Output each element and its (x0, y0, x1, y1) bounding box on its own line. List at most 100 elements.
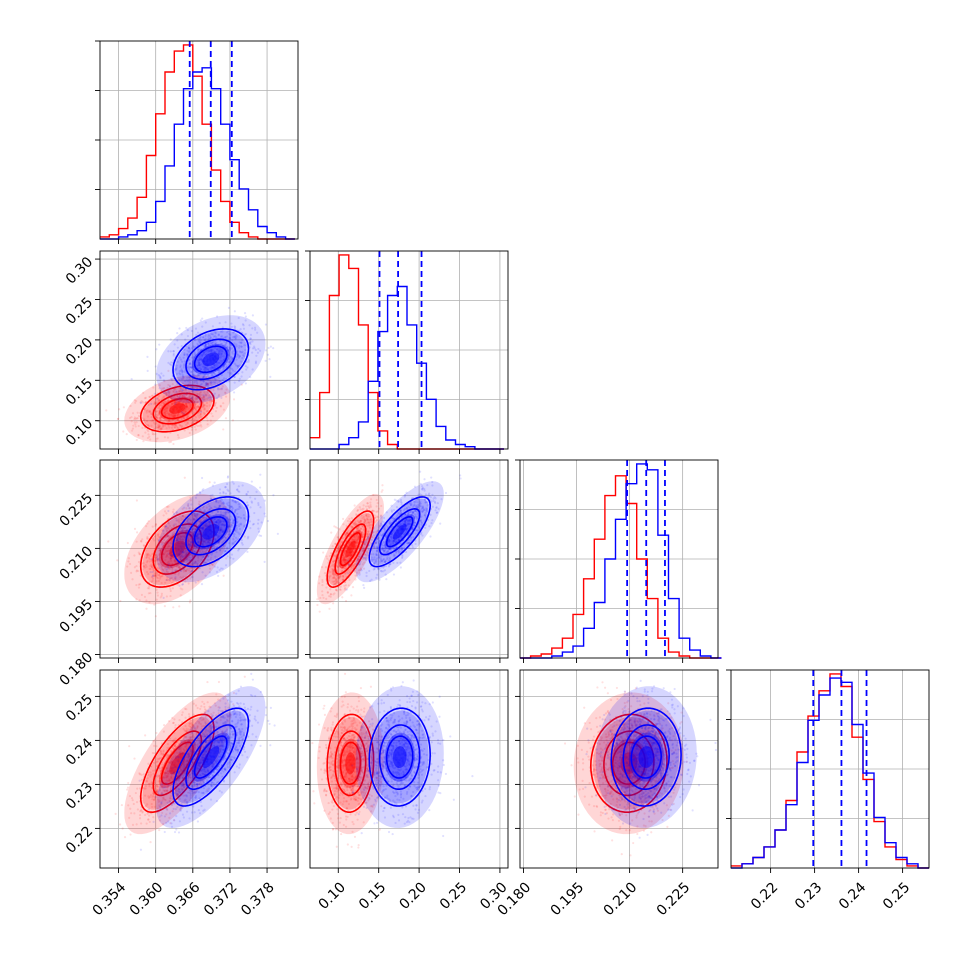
posterior_b-sample-point (188, 369, 191, 372)
posterior_a-sample-point (155, 414, 158, 417)
posterior_a-sample-point (168, 384, 171, 387)
posterior_a-sample-point (126, 565, 129, 568)
posterior_b-sample-point (210, 366, 214, 369)
posterior_a-sample-point (151, 394, 154, 397)
posterior_a-sample-point (166, 412, 169, 415)
posterior_a-sample-point (167, 403, 170, 407)
posterior_a-sample-point (154, 572, 157, 575)
posterior_a-sample-point (168, 415, 171, 418)
posterior_a-sample-point (189, 405, 192, 408)
posterior_b-sample-point (228, 348, 232, 351)
posterior_a-sample-point (154, 433, 157, 436)
posterior_b-sample-point (214, 378, 217, 382)
posterior_b-sample-point (217, 348, 220, 351)
posterior_b-sample-point (236, 352, 239, 355)
posterior_a-sample-point (133, 399, 136, 402)
posterior_a-sample-point (153, 400, 156, 404)
posterior_a-sample-point (199, 391, 202, 394)
posterior_a-sample-point (165, 535, 168, 538)
posterior_a-sample-point (152, 574, 155, 577)
posterior_a-sample-point (170, 404, 173, 407)
posterior_b-contour (193, 345, 228, 374)
posterior_b-sample-point (212, 335, 215, 338)
posterior_b-sample-point (226, 345, 229, 348)
posterior_a-sample-point (130, 429, 134, 432)
posterior_b-sample-point (173, 369, 176, 372)
posterior_b-sample-point (221, 368, 224, 371)
posterior_b-sample-point (210, 381, 213, 384)
posterior_b-sample-point (209, 349, 212, 352)
posterior_a-sample-point (181, 527, 184, 530)
posterior_a-sample-point (182, 411, 185, 414)
posterior_b-sample-point (195, 381, 198, 384)
posterior_a-sample-point (175, 565, 178, 568)
posterior_b-sample-point (196, 331, 200, 334)
posterior_a-sample-point (196, 424, 199, 428)
posterior_b-sample-point (190, 370, 193, 374)
posterior_a-sample-point (185, 552, 189, 555)
posterior_b-sample-point (181, 370, 184, 373)
posterior_a-sample-point (143, 566, 146, 569)
posterior_a-sample-point (189, 385, 192, 389)
posterior_b-sample-point (253, 347, 256, 350)
posterior_a-sample-point (189, 403, 193, 407)
posterior_b-sample-point (251, 351, 254, 354)
posterior_b-sample-point (191, 373, 194, 376)
posterior_a-sample-point (130, 571, 133, 574)
posterior_a-sample-point (189, 531, 192, 534)
posterior_a-sample-point (195, 398, 198, 401)
posterior_a-density-fill (169, 403, 186, 414)
posterior_b-sample-point (241, 323, 245, 326)
posterior_b-sample-point (214, 335, 217, 338)
posterior_b-sample-point (170, 363, 173, 367)
posterior_a-sample-point (183, 429, 186, 432)
posterior_a-sample-point (207, 382, 210, 385)
posterior_b-sample-point (257, 347, 260, 351)
posterior_a-sample-point (183, 389, 186, 392)
posterior_a-sample-point (198, 508, 201, 511)
posterior_b-sample-point (197, 374, 200, 377)
posterior_b-sample-point (207, 396, 210, 399)
posterior_b-sample-point (197, 373, 200, 376)
posterior_a-sample-point (105, 409, 108, 412)
posterior_b-sample-point (228, 372, 231, 375)
posterior_b-sample-point (205, 372, 208, 375)
posterior_b-sample-point (175, 401, 178, 404)
posterior_b-sample-point (254, 362, 257, 365)
posterior_b-sample-point (244, 319, 247, 322)
posterior_a-sample-point (185, 393, 188, 396)
posterior_b-sample-point (211, 333, 214, 336)
posterior_a-sample-point (214, 539, 217, 542)
posterior_b-sample-point (209, 367, 212, 370)
posterior_a-sample-point (148, 410, 151, 413)
posterior_a-sample-point (353, 504, 356, 507)
posterior_a-sample-point (129, 404, 132, 408)
posterior_a-sample-point (191, 421, 194, 424)
posterior_b-sample-point (189, 383, 192, 386)
posterior_b-sample-point (202, 375, 206, 378)
posterior_a-sample-point (165, 549, 169, 553)
posterior_a-sample-point (195, 536, 198, 540)
posterior_a-sample-point (180, 390, 183, 394)
posterior_a-sample-point (201, 405, 204, 408)
posterior_b-contour (185, 338, 237, 381)
posterior_b-sample-point (192, 373, 195, 376)
posterior_b-sample-point (220, 355, 223, 358)
posterior_a-sample-point (167, 578, 170, 582)
posterior_a-sample-point (172, 415, 175, 418)
posterior_a-sample-point (162, 424, 165, 428)
posterior_b-sample-point (196, 359, 200, 362)
posterior_a-sample-point (179, 555, 182, 558)
posterior_b-sample-point (175, 390, 178, 393)
posterior_b-sample-point (259, 473, 262, 476)
posterior_a-sample-point (173, 400, 177, 403)
posterior_b-sample-point (198, 361, 201, 365)
posterior_a-sample-point (163, 552, 166, 555)
posterior_a-sample-point (186, 541, 190, 544)
posterior_b-sample-point (229, 360, 232, 364)
posterior_b-sample-point (158, 375, 161, 378)
posterior_a-sample-point (186, 406, 190, 410)
posterior_a-sample-point (160, 427, 163, 431)
posterior_b-sample-point (187, 367, 191, 371)
posterior_a-sample-point (166, 406, 169, 409)
